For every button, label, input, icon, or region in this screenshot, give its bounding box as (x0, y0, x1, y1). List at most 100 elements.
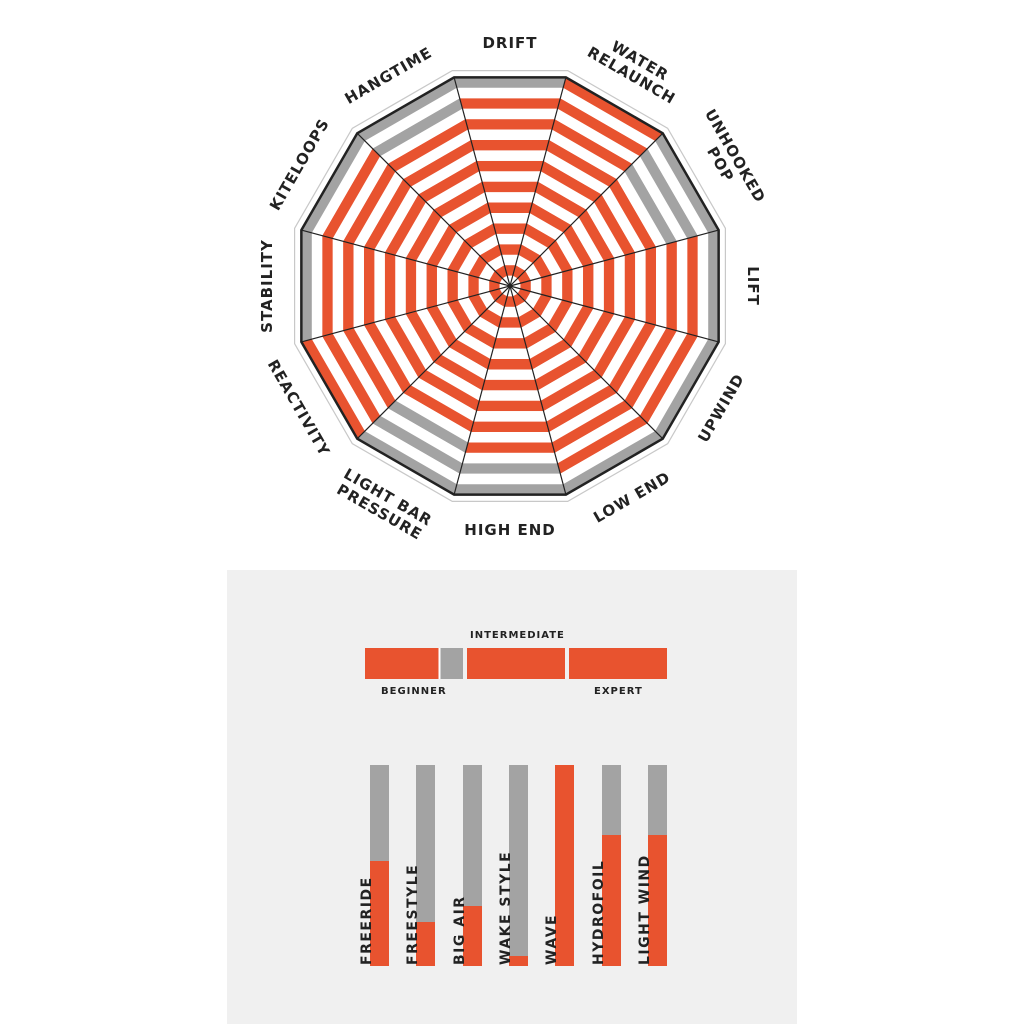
radar-value-band (498, 244, 522, 255)
radar-gap-band (456, 212, 494, 241)
radar-value-band (603, 258, 615, 314)
radar-gap-band (457, 247, 480, 275)
radar-gap-band (540, 297, 563, 325)
radar-value-band (578, 209, 615, 261)
radar-gap-band (586, 201, 625, 259)
radar-gap-band (425, 362, 483, 401)
radar-gap-band (521, 316, 549, 339)
radar-gap-band (616, 325, 667, 401)
radar-value-band (322, 333, 381, 424)
radar-value-band (517, 270, 531, 284)
radar-gap-band (484, 369, 536, 380)
bar-fill (647, 835, 667, 966)
radar-value-band (343, 163, 396, 245)
radar-value-band (594, 194, 636, 256)
radar-value-band (489, 288, 503, 302)
radar-value-band (540, 160, 602, 202)
radar-value-band (470, 421, 550, 433)
radar-value-band (447, 269, 458, 303)
radar-value-band (482, 379, 538, 391)
radar-gap-band (616, 171, 667, 247)
bar-track: WAVE (544, 765, 575, 966)
radar-value-band (504, 265, 516, 276)
bar-category-label: LIGHT WIND (636, 854, 653, 965)
radar-value-band (343, 241, 354, 331)
radar-gap-band (471, 233, 499, 256)
radar-value-band (532, 255, 552, 278)
radar-value-band (322, 148, 381, 239)
radar-gap-band (521, 233, 549, 256)
radar-sector (510, 230, 719, 342)
radar-value-band (433, 354, 485, 391)
radar-value-band (479, 244, 502, 264)
radar-gap-band (484, 192, 536, 203)
radar-spoke (509, 285, 664, 440)
radar-axis-label: LIFT (744, 266, 762, 306)
radar-sector (301, 230, 510, 342)
radar-spoke (356, 132, 511, 287)
radar-sector (510, 77, 663, 286)
radar-value-band (448, 339, 491, 370)
radar-gap-band (471, 316, 499, 339)
radar-gap-band (380, 108, 466, 164)
radar-value-band (494, 265, 508, 279)
radar-gap-band (441, 192, 488, 225)
radar-gap-band (416, 217, 449, 264)
radar-gap-band (436, 302, 465, 340)
radar-value-band (578, 311, 615, 363)
radar-gap-band (473, 150, 547, 161)
radar-value-band (384, 316, 426, 378)
radar-value-band (546, 139, 617, 187)
radar-gap-band (374, 249, 385, 323)
bar-track: FREESTYLE (405, 765, 436, 966)
radar-empty-band (639, 148, 698, 239)
radar-value-band (540, 370, 602, 412)
radar-gap-band (353, 171, 404, 247)
radar-value-band (535, 354, 587, 391)
radar-gap-band (416, 308, 449, 355)
radar-empty-band (708, 230, 719, 342)
radar-gap-band (697, 232, 709, 340)
radar-value-band (405, 209, 442, 261)
radar-value-band (403, 139, 474, 187)
radar-gap-band (456, 87, 564, 99)
radar-gap-band (457, 272, 469, 300)
radar-gap-band (530, 277, 542, 295)
bar-fill (555, 765, 575, 966)
beginner-label: BEGINNER (381, 686, 447, 697)
radar-value-band (624, 327, 677, 409)
radar-gap-band (526, 212, 564, 241)
radar-gap-band (479, 171, 541, 182)
radar-axis-label: HIGH END (464, 521, 554, 539)
radar-value-band (535, 181, 587, 218)
radar-gap-band (549, 392, 625, 443)
radar-value-band (529, 202, 572, 233)
radar-empty-band (454, 77, 566, 88)
radar-value-band (447, 299, 472, 332)
radar-value-band (493, 338, 527, 349)
radar-gap-band (456, 331, 494, 360)
radar-value-band (583, 263, 594, 309)
radar-value-band (494, 293, 508, 307)
radar-gap-band (501, 306, 519, 318)
radar-value-band (532, 294, 552, 317)
radar-value-band (609, 179, 657, 250)
radar-value-band (520, 280, 531, 292)
radar-empty-band (655, 339, 719, 439)
radar-axis-label-text: STABILITY (258, 239, 276, 333)
radar-gap-band (416, 260, 427, 312)
bar-track: LIGHT WIND (637, 765, 667, 966)
radar-gap-band (374, 319, 419, 386)
radar-gap-band (395, 313, 434, 371)
riding-profile-panel: INTERMEDIATE BEGINNER EXPERT FREERIDE FRE… (227, 570, 797, 1024)
radar-value-band (363, 322, 411, 393)
radar-gap-band (537, 362, 595, 401)
radar-spoke (509, 229, 719, 287)
radar-value-band (563, 77, 663, 141)
radar-gap-band (676, 238, 688, 334)
radar-value-band (687, 235, 698, 337)
radar-gap-band (571, 217, 604, 264)
radar-gap-band (456, 473, 564, 485)
radar-sector (454, 286, 566, 495)
bar-fill (462, 905, 482, 966)
